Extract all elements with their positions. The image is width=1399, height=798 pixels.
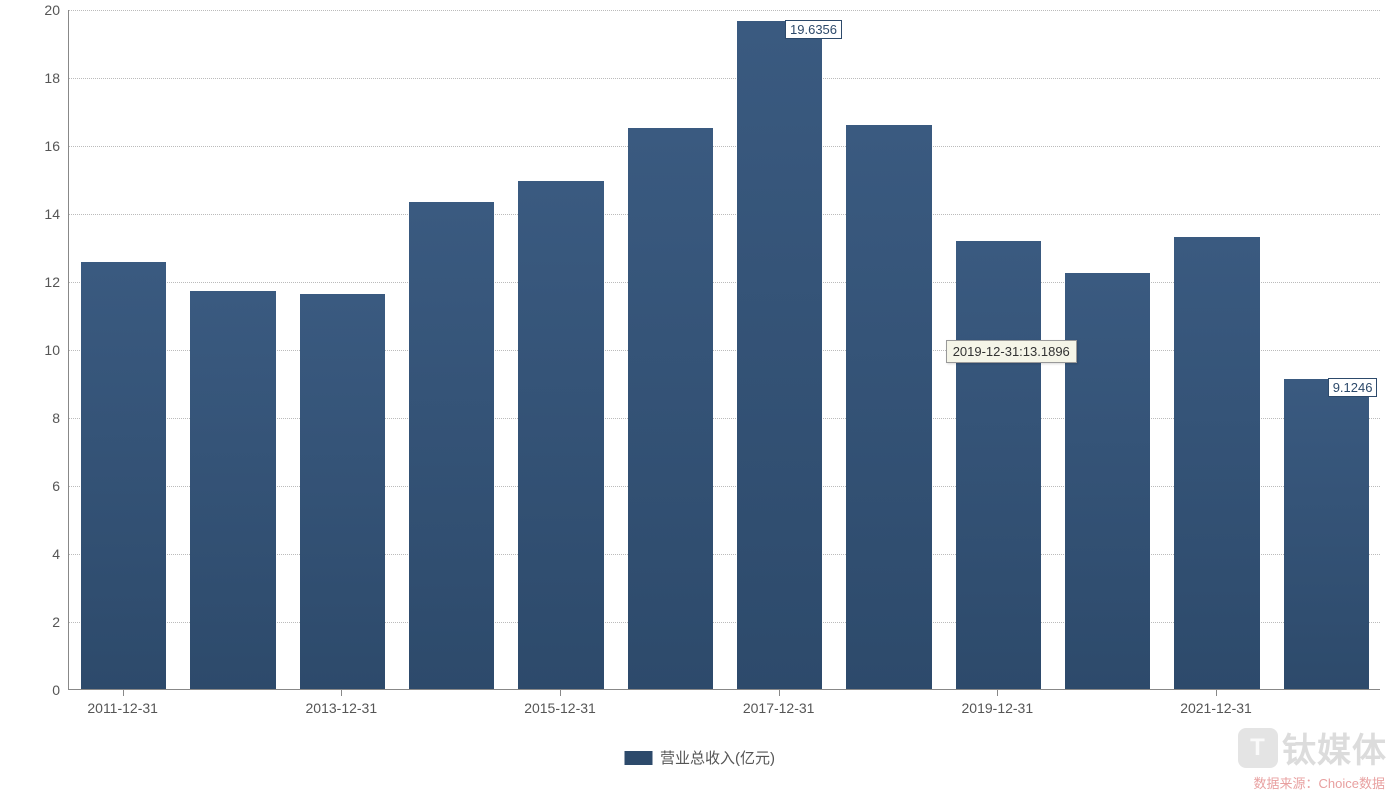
xtick-label: 2015-12-31 xyxy=(524,700,596,716)
bar[interactable] xyxy=(1174,237,1259,689)
data-source: 数据来源：Choice数据 xyxy=(1254,773,1385,792)
ytick-label: 20 xyxy=(30,2,60,18)
gridline xyxy=(69,146,1380,147)
gridline xyxy=(69,214,1380,215)
gridline xyxy=(69,10,1380,11)
xtick-label: 2017-12-31 xyxy=(743,700,815,716)
ytick-label: 10 xyxy=(30,342,60,358)
chart-container: 19.63569.12462019-12-31:13.1896 02468101… xyxy=(50,10,1380,710)
bar[interactable] xyxy=(956,241,1041,689)
watermark-text: 钛媒体 xyxy=(1282,723,1387,772)
ytick-label: 18 xyxy=(30,70,60,86)
bar[interactable] xyxy=(81,262,166,689)
ytick-label: 16 xyxy=(30,138,60,154)
ytick-label: 12 xyxy=(30,274,60,290)
legend-swatch xyxy=(624,751,652,765)
data-label: 9.1246 xyxy=(1328,378,1378,397)
legend: 营业总收入(亿元) xyxy=(624,747,775,768)
tooltip: 2019-12-31:13.1896 xyxy=(946,340,1077,363)
bar[interactable] xyxy=(628,128,713,689)
xtick-mark xyxy=(779,690,780,696)
bar[interactable] xyxy=(190,291,275,689)
watermark-icon: T xyxy=(1238,728,1278,768)
xtick-label: 2019-12-31 xyxy=(962,700,1034,716)
bar[interactable] xyxy=(518,181,603,689)
plot-area: 19.6356 9.1246 2019-12-31:13.1896 xyxy=(68,10,1380,690)
xtick-mark xyxy=(1216,690,1217,696)
ytick-label: 14 xyxy=(30,206,60,222)
watermark: T 钛媒体 xyxy=(1238,723,1387,772)
xtick-label: 2021-12-31 xyxy=(1180,700,1252,716)
ytick-label: 2 xyxy=(30,614,60,630)
ytick-label: 0 xyxy=(30,682,60,698)
bar[interactable] xyxy=(409,202,494,689)
xtick-label: 2013-12-31 xyxy=(306,700,378,716)
ytick-label: 6 xyxy=(30,478,60,494)
xtick-mark xyxy=(341,690,342,696)
ytick-label: 4 xyxy=(30,546,60,562)
ytick-label: 8 xyxy=(30,410,60,426)
xtick-mark xyxy=(997,690,998,696)
gridline xyxy=(69,78,1380,79)
xtick-mark xyxy=(123,690,124,696)
data-label: 19.6356 xyxy=(785,20,842,39)
bar[interactable] xyxy=(846,125,931,689)
xtick-label: 2011-12-31 xyxy=(87,700,158,716)
legend-label: 营业总收入(亿元) xyxy=(660,747,775,768)
xtick-mark xyxy=(560,690,561,696)
bar[interactable] xyxy=(1284,379,1369,689)
bar[interactable] xyxy=(1065,273,1150,690)
bar[interactable] xyxy=(737,21,822,689)
bar[interactable] xyxy=(300,294,385,689)
